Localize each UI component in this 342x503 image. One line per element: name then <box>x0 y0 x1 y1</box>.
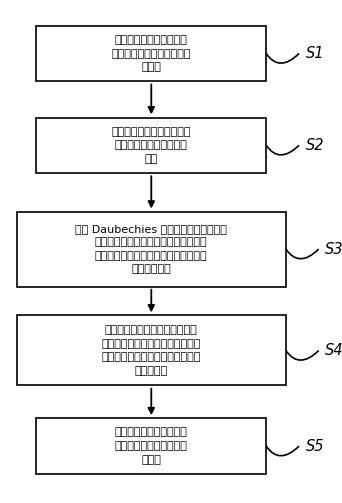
Text: S2: S2 <box>306 138 324 153</box>
Text: 根据负无穷范数的取值判
断待测变压器是否存在故
障隐患: 根据负无穷范数的取值判 断待测变压器是否存在故 障隐患 <box>115 428 188 465</box>
Text: S3: S3 <box>325 241 342 257</box>
Text: 采用 Daubechies 小波函数对归一化电流
下的噪声信号进行小波分解与重构，并
进行特征量提取，得到待测变压器噪声
信号的特征量: 采用 Daubechies 小波函数对归一化电流 下的噪声信号进行小波分解与重构… <box>75 224 227 275</box>
Text: S5: S5 <box>306 439 324 454</box>
FancyBboxPatch shape <box>36 118 266 173</box>
FancyBboxPatch shape <box>17 315 286 385</box>
Text: S4: S4 <box>325 343 342 358</box>
Text: 通过多通道采集待测变压
器的噪声信号，同时记录电
流信号: 通过多通道采集待测变压 器的噪声信号，同时记录电 流信号 <box>111 35 191 72</box>
Text: S1: S1 <box>306 46 324 61</box>
Text: 对电流信号进行负荷修正，
得到归一化电流下的噪声
信号: 对电流信号进行负荷修正， 得到归一化电流下的噪声 信号 <box>111 127 191 164</box>
FancyBboxPatch shape <box>36 26 266 81</box>
FancyBboxPatch shape <box>17 212 286 287</box>
Text: 对待测变压器噪声信号的特征量
与对应能量特征量指纹比对，进行
相关性分析，得到相关系数向量和
负无穷范数: 对待测变压器噪声信号的特征量 与对应能量特征量指纹比对，进行 相关性分析，得到相… <box>102 325 201 376</box>
FancyBboxPatch shape <box>36 418 266 474</box>
